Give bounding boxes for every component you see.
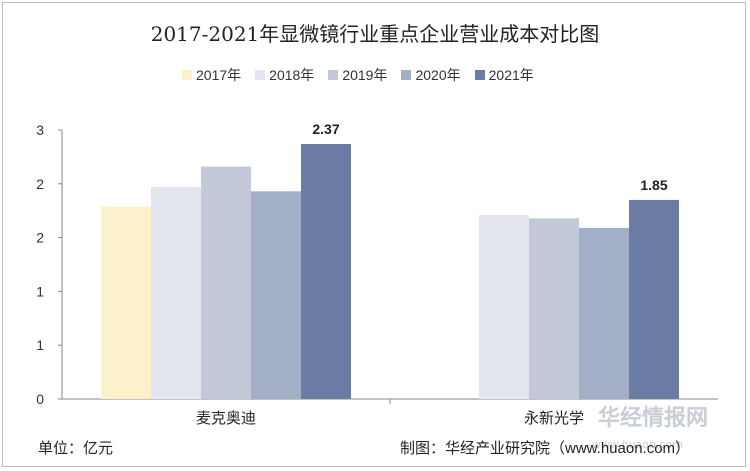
legend-item-0: 2017年 <box>182 65 241 85</box>
bar-0-4 <box>301 143 351 399</box>
bar-1-2 <box>529 218 579 399</box>
watermark-brand: 华经情报网 <box>598 406 709 431</box>
chart-legend: 2017年 2018年 2019年 2020年 2021年 <box>182 66 548 84</box>
legend-item-2: 2019年 <box>328 65 387 85</box>
y-tick-label: 3 <box>36 122 44 138</box>
legend-item-1: 2018年 <box>255 65 314 85</box>
bar-1-1 <box>479 215 529 399</box>
y-tick-label: 2 <box>36 176 44 192</box>
source-label: 制图：华经产业研究院（www.huaon.com） <box>400 440 691 457</box>
legend-swatch <box>328 70 339 80</box>
legend-label: 2020年 <box>415 67 461 83</box>
bar-1-3 <box>579 227 629 399</box>
y-tick-label: 1 <box>36 337 44 353</box>
bar-1-4 <box>629 199 679 399</box>
x-category-label: 麦克奥迪 <box>196 410 256 427</box>
y-tick-label: 0 <box>36 391 44 407</box>
x-category-label: 永新光学 <box>524 410 584 427</box>
legend-swatch <box>255 70 266 80</box>
legend-item-4: 2021年 <box>474 65 534 85</box>
legend-label: 2019年 <box>342 67 388 83</box>
y-tick-label: 1 <box>36 283 44 299</box>
bar-0-1 <box>151 187 201 399</box>
bar-0-0 <box>101 206 151 399</box>
legend-swatch <box>401 70 412 80</box>
legend-swatch <box>474 70 485 80</box>
data-label: 1.85 <box>640 177 667 193</box>
bar-0-2 <box>201 166 251 399</box>
legend-swatch <box>182 70 192 80</box>
data-label: 2.37 <box>312 121 339 137</box>
legend-label: 2018年 <box>269 67 315 83</box>
legend-label: 2021年 <box>488 67 534 83</box>
legend-label: 2017年 <box>196 67 242 83</box>
watermark-url: www.huaon.com <box>592 438 683 451</box>
chart-title: 2017-2021年显微镜行业重点企业营业成本对比图 <box>150 22 600 46</box>
y-tick-label: 2 <box>36 230 44 246</box>
unit-label: 单位：亿元 <box>38 440 114 457</box>
legend-item-3: 2020年 <box>401 65 461 85</box>
bar-0-3 <box>251 191 301 399</box>
